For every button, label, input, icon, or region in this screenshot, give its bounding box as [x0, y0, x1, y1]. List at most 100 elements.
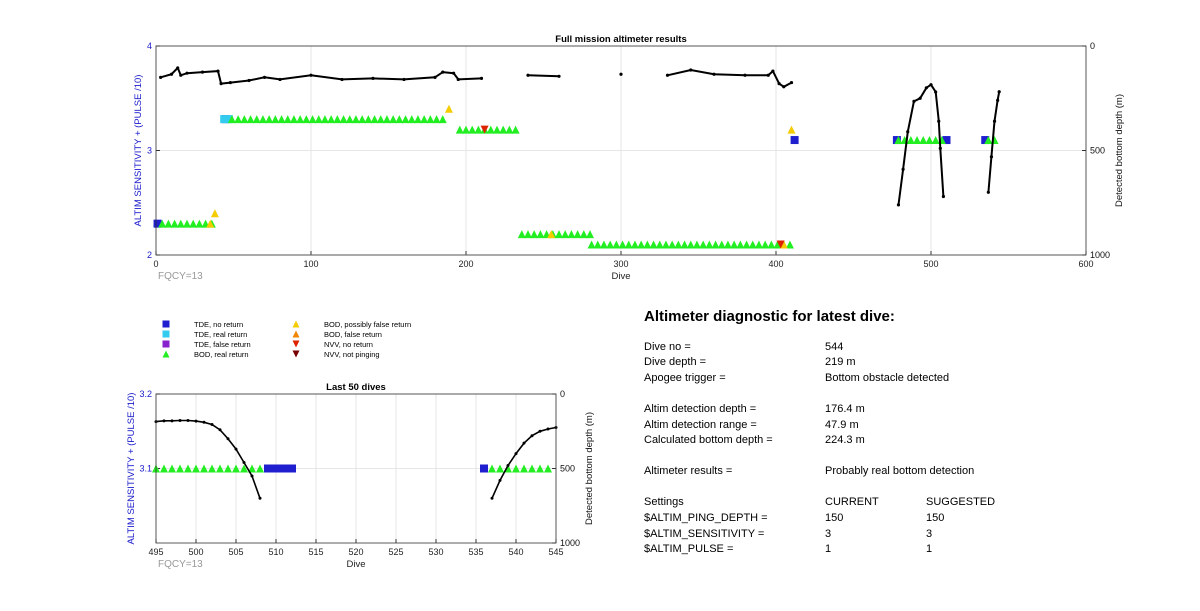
- dive-no-label: Dive no =: [644, 341, 691, 353]
- marker-bod-real-return: [536, 230, 545, 239]
- marker-bod-real-return: [407, 115, 416, 124]
- marker-bod-real-return: [192, 464, 200, 473]
- marker-bod-real-return: [512, 464, 520, 473]
- bottom-depth-point: [937, 119, 941, 123]
- marker-bod-real-return: [176, 219, 185, 228]
- bottom-depth-point: [996, 98, 1000, 102]
- legend-label: BOD, possibly false return: [324, 320, 411, 329]
- x-tick-label: 0: [153, 259, 158, 269]
- x-tick-label: 520: [348, 547, 363, 557]
- altim-range-label: Altim detection range =: [644, 419, 757, 431]
- marker-bod-real-return: [520, 464, 528, 473]
- marker-bod-real-return: [339, 115, 348, 124]
- bottom-depth-point: [228, 80, 232, 85]
- marker-bod-real-return: [474, 125, 483, 134]
- bottom-depth-point: [929, 83, 933, 87]
- bottom-depth-point: [712, 72, 716, 76]
- bottom-depth-point: [896, 203, 901, 207]
- x-tick-label: 545: [548, 547, 563, 557]
- bottom-depth-point: [557, 74, 561, 78]
- bottom-depth-point: [452, 71, 456, 75]
- marker-bod-real-return: [333, 115, 342, 124]
- marker-bod-real-return: [200, 464, 208, 473]
- marker-bod-real-return: [984, 136, 993, 145]
- marker-bod-real-return: [655, 240, 664, 249]
- bottom-depth-point: [906, 130, 910, 134]
- marker-bod-real-return: [160, 464, 168, 473]
- marker-bod-real-return: [544, 464, 552, 473]
- marker-bod-possibly-false-return: [779, 240, 788, 249]
- marker-bod-real-return: [413, 115, 422, 124]
- marker-bod-real-return: [308, 115, 317, 124]
- y2-tick-label: 1000: [1090, 250, 1110, 260]
- marker-bod-real-return: [320, 115, 329, 124]
- marker-bod-real-return: [586, 230, 594, 239]
- y2-tick-label: 0: [560, 389, 565, 399]
- marker-bod-real-return: [488, 464, 496, 473]
- bottom-depth-point: [918, 96, 922, 100]
- pulse-current: 1: [825, 543, 832, 555]
- bottom-depth-point: [226, 437, 230, 441]
- bottom-depth-point: [309, 73, 313, 77]
- marker-bod-real-return: [246, 115, 255, 124]
- marker-bod-real-return: [216, 464, 224, 473]
- marker-bod-real-return: [168, 464, 176, 473]
- marker-bod-real-return: [579, 230, 588, 239]
- legend-label: TDE, real return: [194, 330, 247, 339]
- legend-marker: [162, 330, 170, 338]
- dive-no-value: 544: [825, 341, 844, 353]
- marker-bod-real-return: [505, 125, 514, 134]
- marker-bod-real-return: [240, 115, 249, 124]
- x-tick-label: 515: [308, 547, 323, 557]
- plot-frame: [155, 45, 1087, 256]
- chart-title: Last 50 dives: [326, 382, 386, 393]
- x-tick-label: 600: [1078, 259, 1093, 269]
- marker-bod-real-return: [370, 115, 379, 124]
- y-tick-label: 3: [147, 146, 152, 156]
- bottom-depth-point: [771, 69, 775, 73]
- marker-bod-real-return: [164, 219, 173, 228]
- marker-bod-real-return: [283, 115, 292, 124]
- marker-bod-real-return: [258, 115, 267, 124]
- marker-bod-real-return: [302, 115, 311, 124]
- calc-bottom-label: Calculated bottom depth =: [644, 434, 773, 446]
- pulse-suggested: 1: [926, 543, 933, 555]
- bottom-depth-point: [219, 82, 223, 86]
- bottom-depth-point: [250, 474, 254, 478]
- x-tick-label: 200: [458, 259, 473, 269]
- marker-tde-no-return: [981, 136, 990, 145]
- marker-bod-real-return: [692, 240, 701, 249]
- bottom-depth-point: [178, 419, 182, 423]
- marker-bod-real-return: [499, 125, 508, 134]
- bottom-depth-point: [200, 70, 205, 74]
- bottom-depth-point: [479, 76, 484, 80]
- marker-tde-no-return: [153, 219, 162, 228]
- marker-bod-real-return: [599, 240, 608, 249]
- bottom-depth-point: [506, 464, 510, 468]
- bottom-depth-point: [456, 77, 460, 82]
- marker-bod-real-return: [364, 115, 373, 124]
- marker-bod-real-return: [555, 230, 563, 239]
- bottom-depth-point: [538, 429, 542, 433]
- marker-nvv-no-return: [776, 240, 785, 249]
- marker-bod-real-return: [345, 115, 354, 124]
- marker-bod-real-return: [358, 115, 367, 124]
- plot-frame: [155, 393, 557, 544]
- ping-depth-suggested: 150: [926, 512, 945, 524]
- legend-label: BOD, real return: [194, 350, 249, 359]
- marker-bod-real-return: [643, 240, 652, 249]
- x-tick-label: 525: [388, 547, 403, 557]
- legend-marker: [162, 350, 170, 358]
- marker-bod-possibly-false-return: [444, 104, 453, 113]
- marker-bod-real-return: [382, 115, 391, 124]
- marker-bod-possibly-false-return: [206, 219, 215, 228]
- diagnostic-title: Altimeter diagnostic for latest dive:: [644, 308, 895, 325]
- bottom-depth-point: [242, 461, 246, 465]
- x-tick-label: 500: [923, 259, 938, 269]
- bottom-depth-point: [185, 71, 189, 75]
- marker-tde-no-return: [272, 464, 280, 473]
- y-axis-label: ALTIM SENSITIVITY + (PULSE /10): [133, 75, 144, 227]
- marker-bod-real-return: [232, 464, 240, 473]
- marker-bod-real-return: [486, 125, 495, 134]
- bottom-depth-point: [371, 76, 375, 80]
